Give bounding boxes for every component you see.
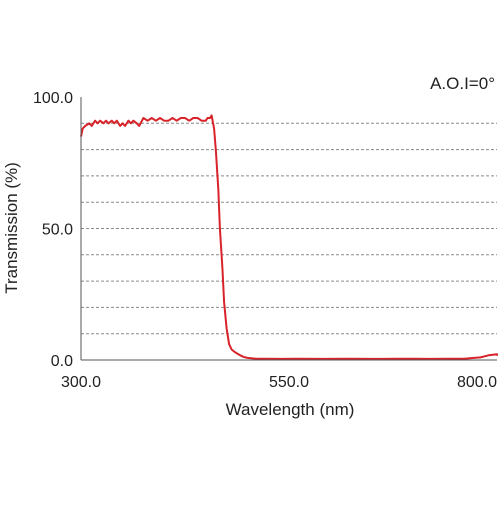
x-tick-label-550: 550.0 (269, 374, 309, 391)
y-axis-title: Transmission (%) (2, 162, 21, 294)
frame-layer (80, 97, 497, 361)
x-tick-label-800: 800.0 (457, 374, 497, 391)
y-tick-label-100: 100.0 (33, 90, 73, 107)
data-layer (80, 114, 498, 360)
aoi-annotation: A.O.I=0° (430, 74, 495, 93)
tick-layer: 0.0 50.0 100.0 300.0 550.0 800.0 (33, 90, 497, 391)
y-tick-label-50: 50.0 (42, 222, 73, 239)
transmission-curve-0 (80, 114, 498, 360)
grid-layer (81, 122, 497, 335)
y-tick-label-0: 0.0 (51, 353, 73, 370)
x-tick-label-300: 300.0 (61, 374, 101, 391)
x-axis-title: Wavelength (nm) (226, 400, 355, 419)
